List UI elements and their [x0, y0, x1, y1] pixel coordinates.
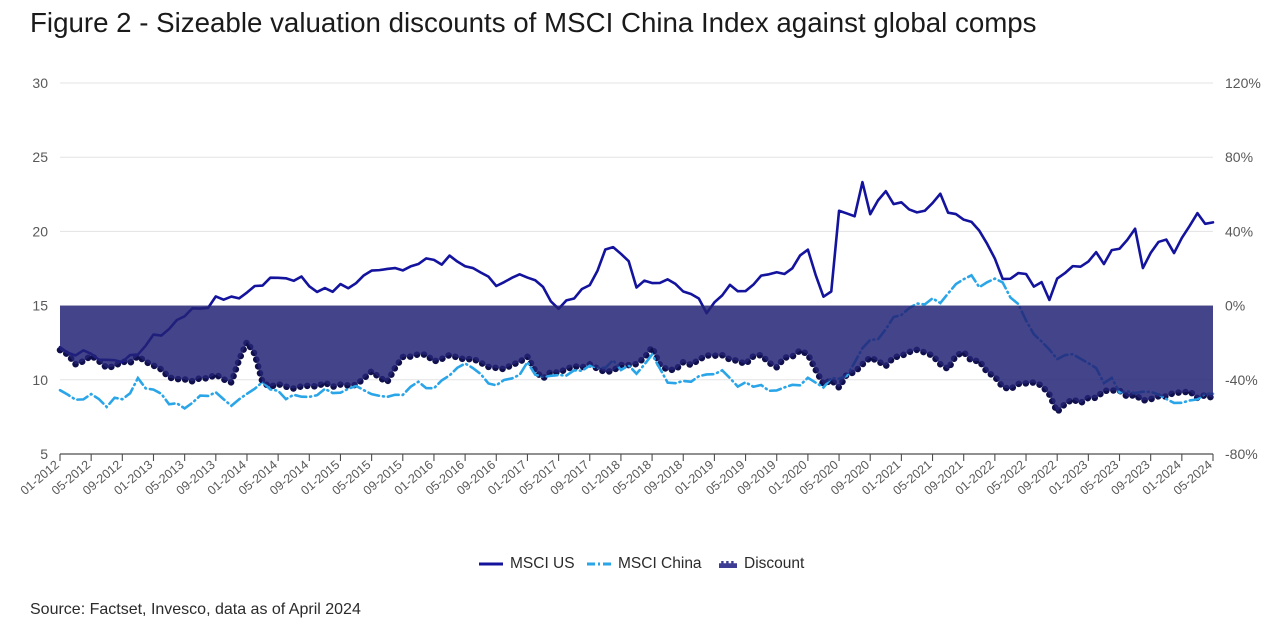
svg-text:30: 30 — [32, 75, 48, 91]
svg-text:5: 5 — [40, 446, 48, 462]
svg-text:15: 15 — [32, 298, 48, 314]
svg-text:20: 20 — [32, 223, 48, 239]
svg-text:40%: 40% — [1225, 223, 1253, 239]
svg-text:10: 10 — [32, 372, 48, 388]
svg-text:120%: 120% — [1225, 75, 1261, 91]
svg-text:-80%: -80% — [1225, 446, 1258, 462]
svg-text:-40%: -40% — [1225, 372, 1258, 388]
svg-text:25: 25 — [32, 149, 48, 165]
svg-text:80%: 80% — [1225, 149, 1253, 165]
svg-text:0%: 0% — [1225, 298, 1245, 314]
